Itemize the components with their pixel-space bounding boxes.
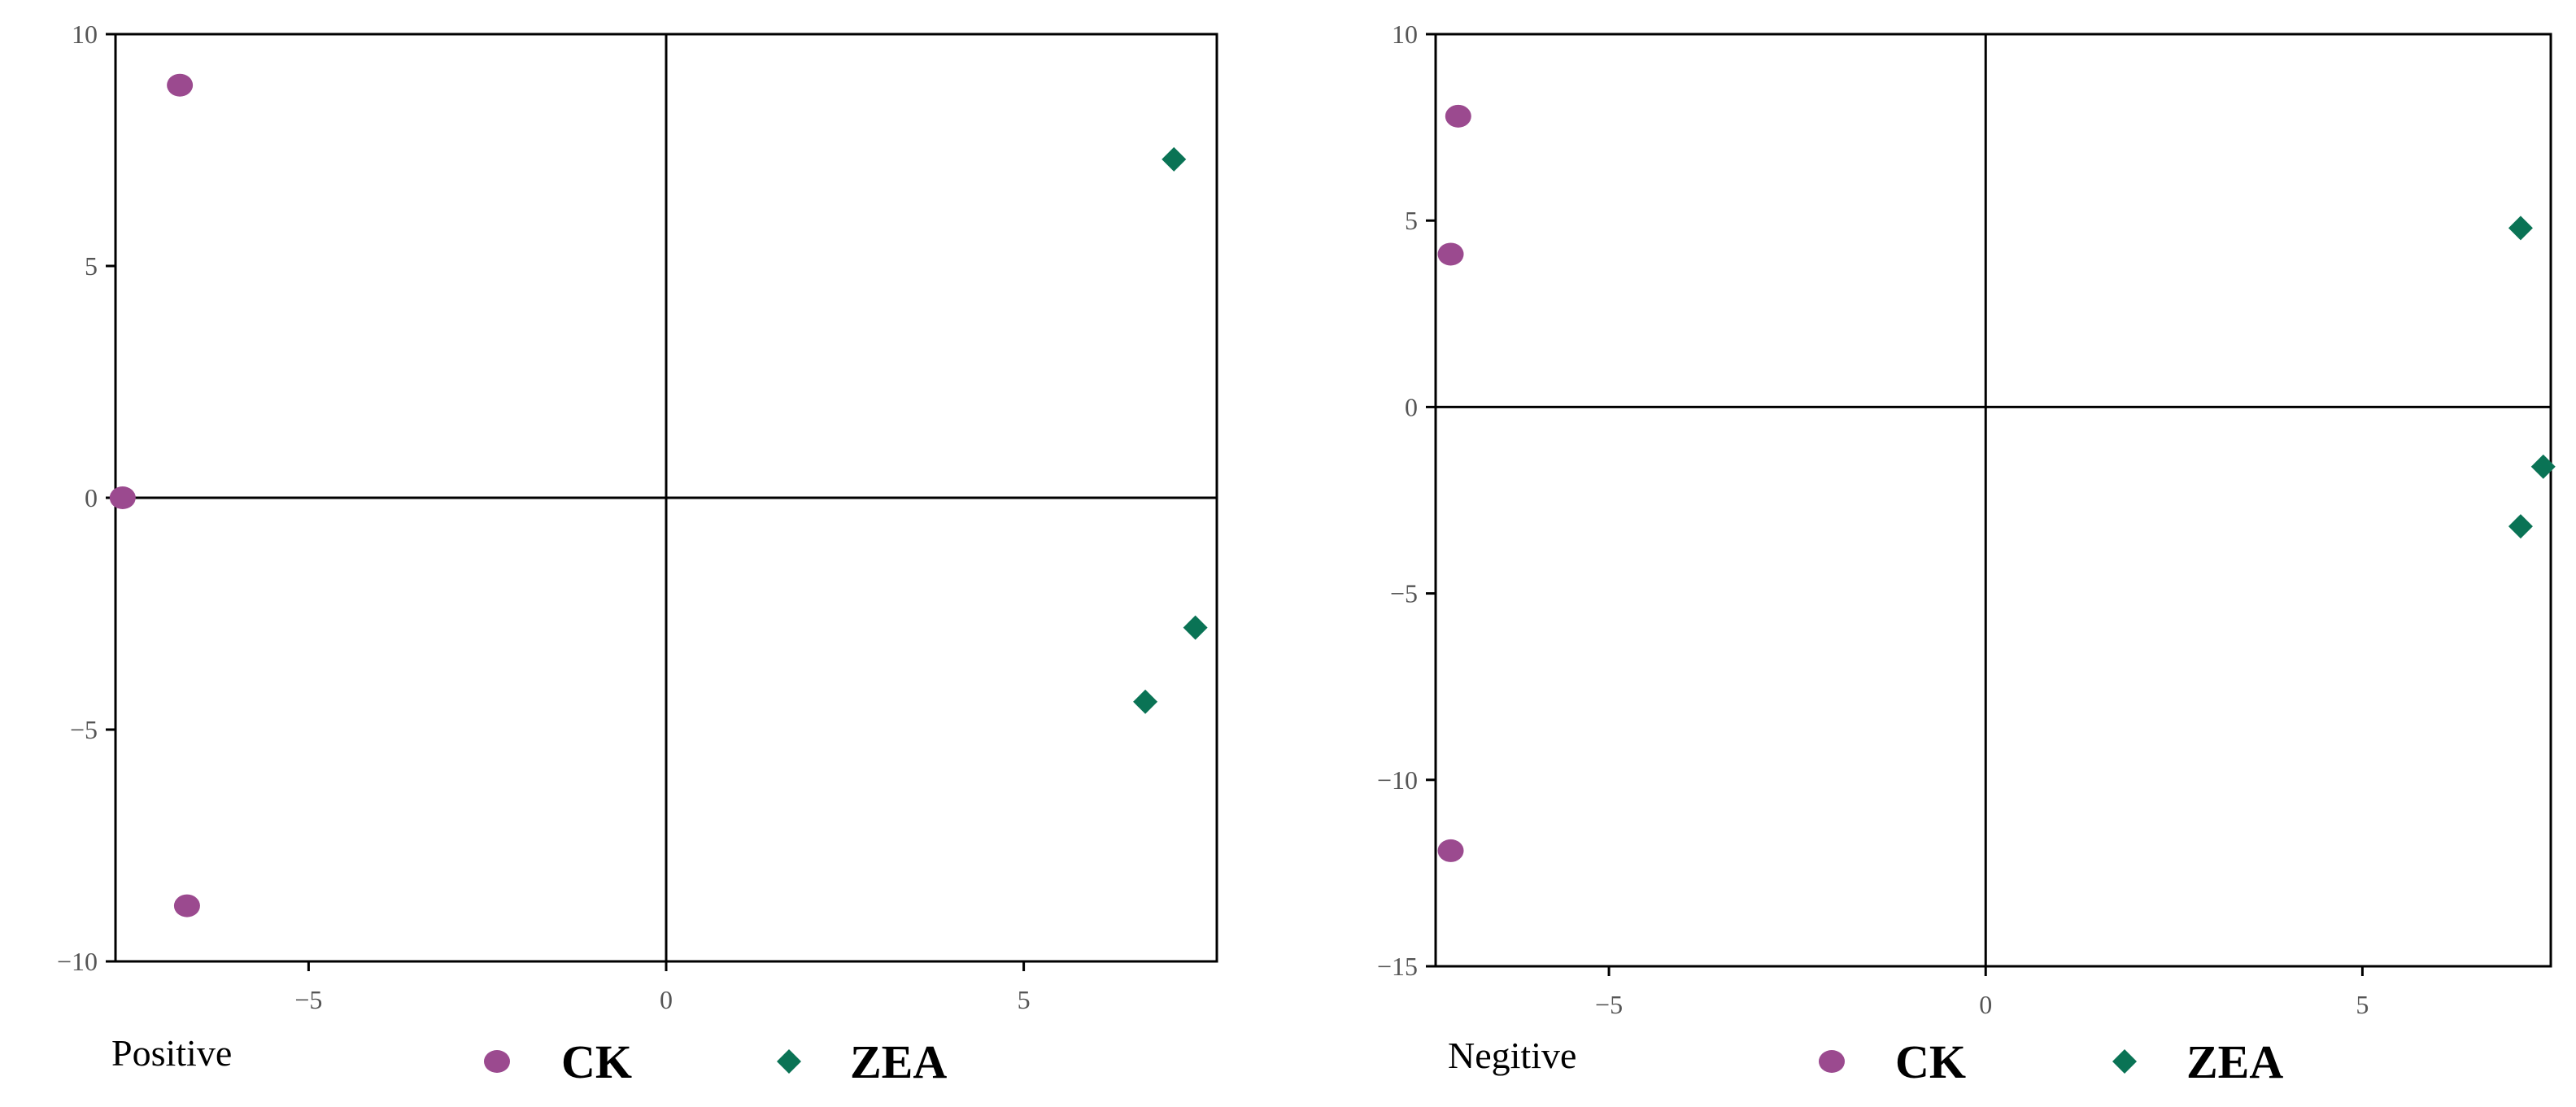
ck-point [167,73,194,97]
y-tick-label: 10 [72,20,98,49]
y-tick-label: −5 [70,715,98,744]
zea-point [1183,615,1208,640]
zea-point [2530,454,2556,479]
panel-label: Negitive [1448,1035,1576,1076]
legend-ck-marker [1819,1050,1845,1073]
y-tick-label: 5 [85,251,98,281]
x-tick-label: 0 [660,985,673,1014]
x-tick-label: 0 [1979,990,1992,1019]
y-tick-label: 5 [1405,206,1418,235]
negative-panel: −5 0 5 −15 −10 −5 0 5 10 Negitive CK ZEA [1377,20,2556,1088]
y-tick-label: 0 [85,483,98,512]
legend-ck-marker [484,1050,510,1073]
legend-ck-label: CK [561,1035,632,1088]
ck-point [1437,242,1464,266]
positive-panel: −5 0 5 −10 −5 0 5 10 Positive CK ZEA [57,20,1218,1088]
zea-point [1133,689,1158,714]
zea-point [2508,216,2533,241]
zea-point [1162,146,1187,172]
x-tick-label: −5 [1595,990,1623,1019]
legend-zea-marker [777,1049,801,1074]
x-tick-label: 5 [1018,985,1031,1014]
ck-point [1437,839,1464,862]
legend-zea-label: ZEA [2186,1035,2283,1088]
y-tick-label: 10 [1392,20,1418,49]
plot-frame [1434,33,2552,968]
y-tick-label: −10 [1377,765,1418,795]
ck-point [173,894,200,917]
y-tick-label: 0 [1405,392,1418,421]
x-tick-label: 5 [2356,990,2369,1019]
y-tick-label: −10 [57,947,98,976]
y-tick-label: −15 [1377,952,1418,981]
x-tick-label: −5 [294,985,322,1014]
legend-ck-label: CK [1895,1035,1966,1088]
ck-point [109,486,136,509]
panel-label: Positive [111,1032,232,1074]
y-tick-label: −5 [1390,579,1418,608]
legend-zea-label: ZEA [850,1035,947,1088]
ck-point [1445,104,1471,128]
zea-point [2508,514,2533,539]
legend-zea-marker [2112,1049,2137,1074]
